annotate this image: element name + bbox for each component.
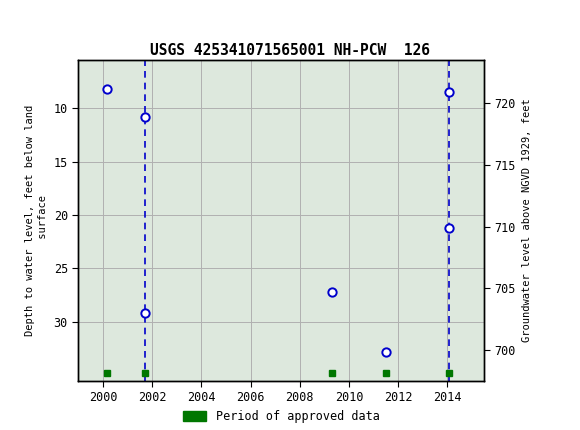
Y-axis label: Depth to water level, feet below land
 surface: Depth to water level, feet below land su… — [25, 105, 48, 336]
Y-axis label: Groundwater level above NGVD 1929, feet: Groundwater level above NGVD 1929, feet — [521, 98, 532, 342]
Legend: Period of approved data: Period of approved data — [178, 405, 385, 427]
FancyBboxPatch shape — [3, 3, 78, 42]
Text: ≡USGS: ≡USGS — [3, 14, 74, 31]
Text: USGS 425341071565001 NH-PCW  126: USGS 425341071565001 NH-PCW 126 — [150, 43, 430, 58]
